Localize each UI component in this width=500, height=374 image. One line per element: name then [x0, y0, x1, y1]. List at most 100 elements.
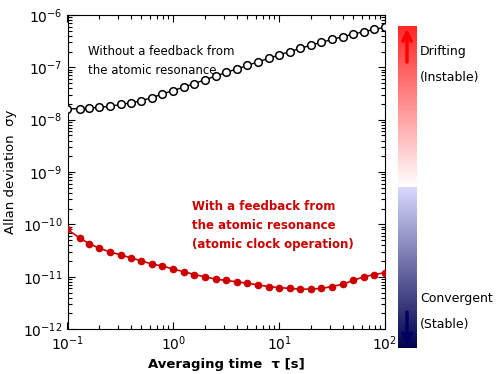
Bar	[398, 214, 416, 216]
Bar	[398, 94, 416, 95]
Bar	[398, 36, 416, 37]
Bar	[398, 91, 416, 92]
Text: With a feedback from: With a feedback from	[192, 200, 336, 213]
Bar	[398, 89, 416, 91]
Bar	[398, 295, 416, 296]
Bar	[398, 150, 416, 151]
Bar	[398, 282, 416, 283]
Bar	[398, 274, 416, 275]
Bar	[398, 30, 416, 31]
Bar	[398, 60, 416, 62]
Bar	[398, 239, 416, 240]
Bar	[398, 156, 416, 158]
Bar	[398, 168, 416, 169]
Bar	[398, 73, 416, 74]
Bar	[398, 174, 416, 176]
Bar	[398, 245, 416, 246]
Bar	[398, 223, 416, 224]
Bar	[398, 304, 416, 306]
Bar	[398, 263, 416, 264]
Bar	[398, 70, 416, 71]
Bar	[398, 292, 416, 293]
Bar	[398, 105, 416, 107]
Bar	[398, 31, 416, 33]
Bar	[398, 271, 416, 272]
Bar	[398, 155, 416, 156]
Bar	[398, 165, 416, 166]
Bar	[398, 319, 416, 321]
Bar	[398, 300, 416, 301]
Bar	[398, 269, 416, 271]
Bar	[398, 179, 416, 181]
Bar	[398, 78, 416, 79]
Text: the atomic resonance: the atomic resonance	[192, 219, 336, 232]
Bar	[398, 176, 416, 177]
Bar	[398, 102, 416, 103]
Bar	[398, 145, 416, 147]
Bar	[398, 296, 416, 298]
Bar	[398, 158, 416, 160]
Bar	[398, 322, 416, 324]
Bar	[398, 37, 416, 39]
Bar	[398, 258, 416, 260]
Bar	[398, 177, 416, 179]
Bar	[398, 126, 416, 128]
Bar	[398, 52, 416, 53]
Bar	[398, 321, 416, 322]
Bar	[398, 103, 416, 105]
Bar	[398, 135, 416, 137]
Bar	[398, 87, 416, 89]
Bar	[398, 166, 416, 168]
Text: (atomic clock operation): (atomic clock operation)	[192, 238, 354, 251]
Bar	[398, 108, 416, 110]
Bar	[398, 49, 416, 50]
Bar	[398, 213, 416, 214]
Bar	[398, 242, 416, 243]
Bar	[398, 285, 416, 287]
Bar	[398, 246, 416, 248]
Bar	[398, 98, 416, 100]
Text: Convergent: Convergent	[420, 292, 493, 305]
Bar	[398, 232, 416, 234]
Bar	[398, 26, 416, 28]
Bar	[398, 163, 416, 165]
Bar	[398, 63, 416, 65]
Bar	[398, 187, 416, 188]
Bar	[398, 123, 416, 124]
Bar	[398, 121, 416, 123]
Bar	[398, 169, 416, 171]
Bar	[398, 325, 416, 327]
Bar	[398, 81, 416, 83]
Bar	[398, 330, 416, 332]
Text: the atomic resonance: the atomic resonance	[88, 64, 216, 77]
Bar	[398, 311, 416, 312]
Bar	[398, 188, 416, 190]
Bar	[398, 114, 416, 116]
Bar	[398, 58, 416, 60]
Bar	[398, 160, 416, 161]
Bar	[398, 42, 416, 44]
Bar	[398, 218, 416, 219]
Bar	[398, 288, 416, 290]
Bar	[398, 203, 416, 205]
Bar	[398, 131, 416, 132]
Bar	[398, 216, 416, 218]
Bar	[398, 309, 416, 311]
Bar	[398, 44, 416, 46]
Bar	[398, 301, 416, 303]
Bar	[398, 95, 416, 97]
Bar	[398, 139, 416, 140]
Bar	[398, 206, 416, 208]
Bar	[398, 324, 416, 325]
Bar	[398, 317, 416, 319]
Text: (Instable): (Instable)	[420, 71, 480, 84]
Bar	[398, 161, 416, 163]
Bar	[398, 28, 416, 30]
Bar	[398, 211, 416, 213]
Bar	[398, 190, 416, 192]
Bar	[398, 343, 416, 344]
Bar	[398, 264, 416, 266]
Bar	[398, 290, 416, 292]
Bar	[398, 255, 416, 256]
Bar	[398, 267, 416, 269]
